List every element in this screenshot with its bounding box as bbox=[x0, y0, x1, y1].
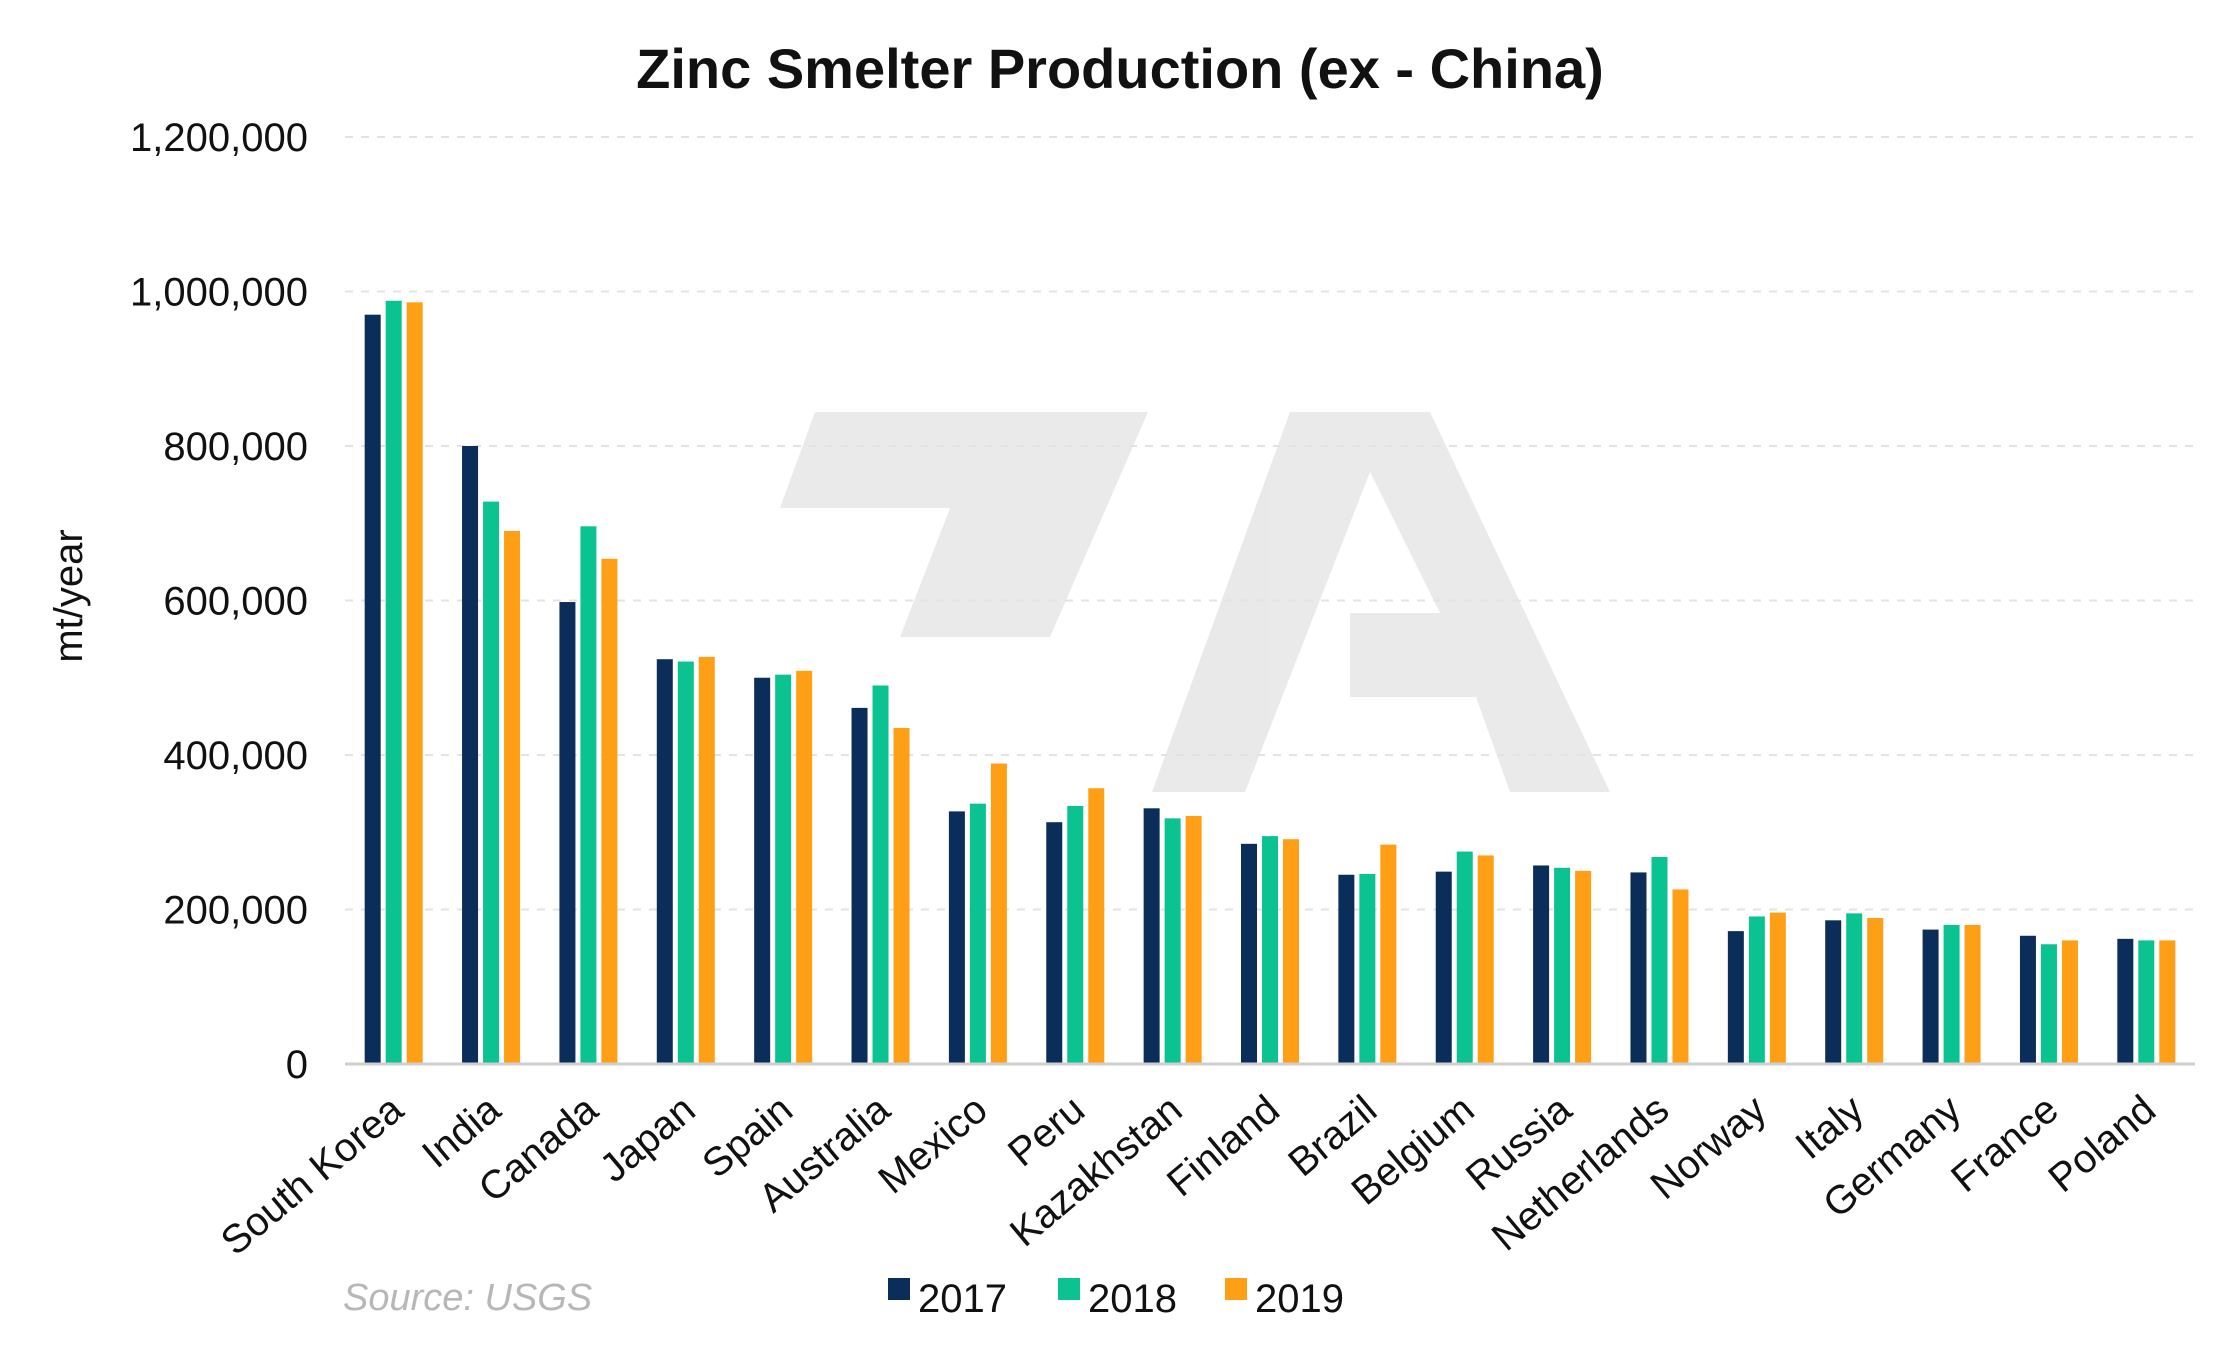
legend-label-2019: 2019 bbox=[1255, 1277, 1344, 1321]
bar-2019 bbox=[893, 727, 910, 1064]
bar-2017 bbox=[559, 602, 576, 1064]
legend-swatch-2018 bbox=[1058, 1278, 1080, 1300]
bar-2018 bbox=[1554, 867, 1571, 1064]
bar-2018 bbox=[1651, 856, 1668, 1064]
bar-2019 bbox=[2159, 940, 2176, 1064]
x-tick-label: South Korea bbox=[213, 1087, 412, 1264]
bar-2018 bbox=[872, 685, 889, 1064]
bar-2018 bbox=[385, 300, 402, 1064]
bar-2017 bbox=[754, 677, 771, 1064]
bar-2019 bbox=[1088, 788, 1105, 1064]
bar-2019 bbox=[1185, 816, 1202, 1064]
bar-2018 bbox=[1359, 873, 1376, 1064]
bar-2017 bbox=[2117, 938, 2134, 1064]
bar-2018 bbox=[1748, 916, 1765, 1064]
chart-title: Zinc Smelter Production (ex - China) bbox=[636, 37, 1604, 100]
bar-2019 bbox=[1477, 855, 1494, 1064]
bar-2018 bbox=[1262, 836, 1278, 1064]
watermark-logo bbox=[780, 412, 1610, 792]
bar-2019 bbox=[796, 670, 813, 1064]
legend-label-2018: 2018 bbox=[1088, 1277, 1177, 1321]
bar-2019 bbox=[406, 302, 423, 1064]
y-tick-label: 400,000 bbox=[163, 734, 308, 778]
bar-2019 bbox=[601, 558, 618, 1064]
source-note: Source: USGS bbox=[343, 1277, 592, 1319]
bar-2018 bbox=[677, 661, 694, 1064]
bar-2018 bbox=[483, 501, 500, 1064]
bars bbox=[364, 300, 2176, 1064]
x-tick-label: Mexico bbox=[870, 1087, 995, 1202]
bar-2017 bbox=[1435, 871, 1452, 1064]
bar-2017 bbox=[1825, 920, 1842, 1064]
bar-2018 bbox=[2040, 944, 2057, 1064]
bar-2019 bbox=[1867, 917, 1884, 1064]
bar-2017 bbox=[462, 446, 479, 1064]
y-axis-label: mt/year bbox=[47, 529, 91, 662]
bar-2017 bbox=[1922, 929, 1939, 1064]
y-axis-ticks: 0 200,000 400,000 600,000 800,000 1,000,000 1,… bbox=[130, 116, 308, 1087]
bar-2019 bbox=[1380, 844, 1397, 1064]
bar-2017 bbox=[1046, 822, 1063, 1064]
x-tick-label: France bbox=[1943, 1087, 2067, 1201]
grid bbox=[345, 136, 2195, 911]
bar-2017 bbox=[1241, 843, 1257, 1064]
bar-2018 bbox=[1164, 818, 1181, 1064]
bar-2018 bbox=[1846, 913, 1863, 1064]
y-tick-label: 0 bbox=[286, 1043, 308, 1087]
y-tick-label: 1,000,000 bbox=[130, 271, 308, 315]
bar-2019 bbox=[990, 763, 1007, 1064]
bar-2018 bbox=[2138, 940, 2155, 1064]
bar-2018 bbox=[775, 674, 792, 1064]
bar-2017 bbox=[851, 707, 868, 1064]
bar-2019 bbox=[504, 530, 521, 1064]
x-tick-label: Finland bbox=[1159, 1087, 1288, 1205]
bar-2019 bbox=[698, 656, 715, 1064]
bar-2019 bbox=[1283, 839, 1299, 1064]
y-tick-label: 1,200,000 bbox=[130, 116, 308, 160]
bar-2019 bbox=[1769, 912, 1786, 1064]
bar-2017 bbox=[2019, 935, 2036, 1064]
bar-2019 bbox=[1964, 924, 1981, 1064]
bar-2017 bbox=[656, 659, 673, 1064]
bar-2017 bbox=[1533, 865, 1550, 1064]
bar-2017 bbox=[1630, 872, 1647, 1064]
bar-2018 bbox=[1943, 924, 1960, 1064]
bar-2019 bbox=[2061, 940, 2078, 1064]
x-axis-ticks: South Korea IndiaCanadaJapanSpainAustrali… bbox=[213, 1087, 2164, 1264]
legend-swatch-2017 bbox=[888, 1278, 910, 1300]
bar-2018 bbox=[969, 803, 986, 1064]
legend-label-2017: 2017 bbox=[918, 1277, 1007, 1321]
bar-2019 bbox=[1672, 889, 1689, 1064]
bar-2017 bbox=[1727, 931, 1744, 1064]
legend-swatch-2019 bbox=[1225, 1278, 1247, 1300]
x-tick-label: Japan bbox=[592, 1087, 704, 1191]
bar-2017 bbox=[948, 811, 965, 1064]
bar-2017 bbox=[364, 314, 381, 1064]
x-tick-label: Poland bbox=[2040, 1087, 2164, 1201]
bar-2018 bbox=[580, 526, 597, 1064]
y-tick-label: 200,000 bbox=[163, 889, 308, 933]
bar-2019 bbox=[1575, 870, 1592, 1064]
bar-2018 bbox=[1456, 851, 1473, 1064]
legend: 2017 2018 2019 bbox=[888, 1277, 1344, 1321]
bar-2017 bbox=[1143, 808, 1160, 1064]
y-tick-label: 600,000 bbox=[163, 580, 308, 624]
bar-2017 bbox=[1338, 874, 1355, 1064]
bar-2018 bbox=[1067, 805, 1084, 1064]
y-tick-label: 800,000 bbox=[163, 425, 308, 469]
